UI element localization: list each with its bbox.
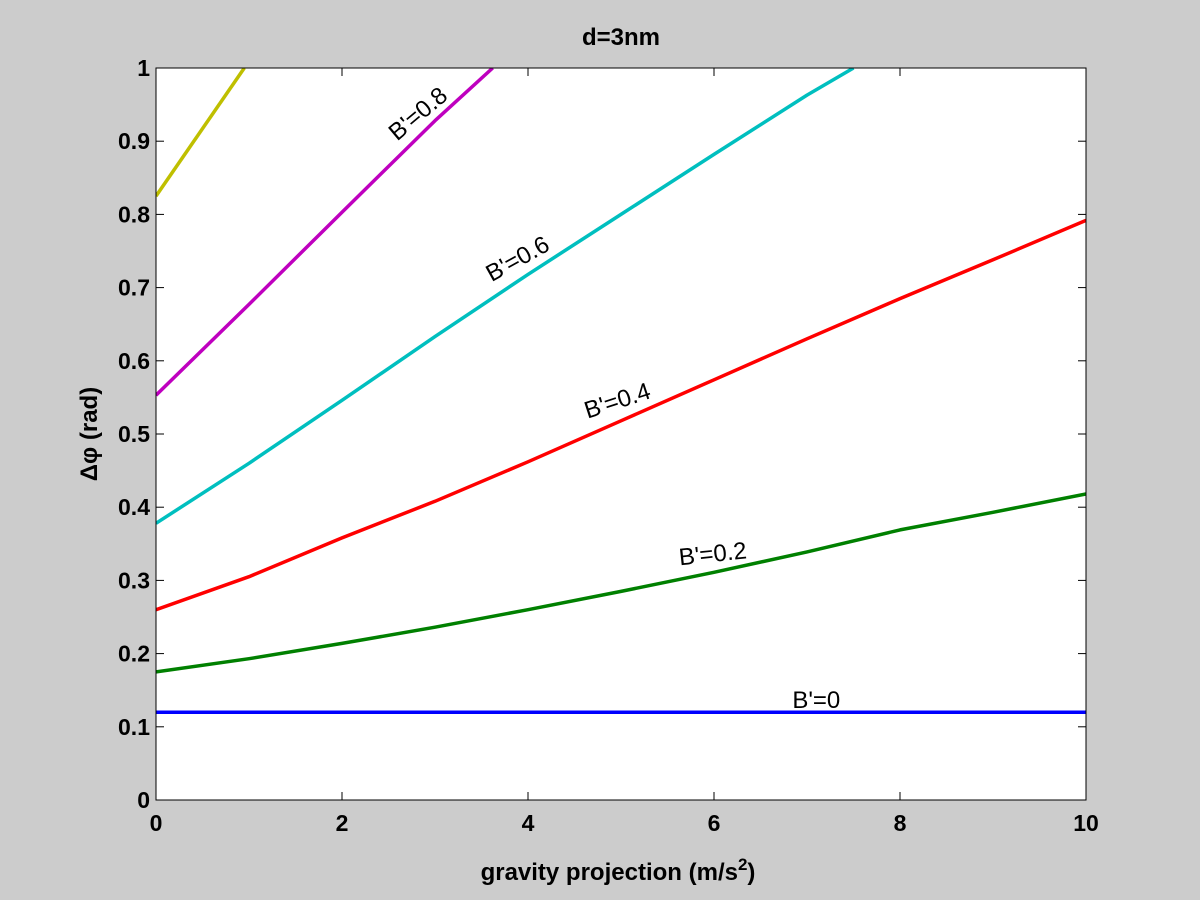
chart-title: d=3nm <box>582 24 660 51</box>
curve-label-0: B'=0 <box>792 687 840 714</box>
y-tick-label: 0.2 <box>118 641 150 667</box>
tick-labels: 0 2 4 6 8 10 0 0.1 0.2 0.3 0.4 0.5 0.6 0.7 0.8 0.9 1 <box>118 55 1099 836</box>
y-tick-label: 0.8 <box>118 201 150 227</box>
x-tick-label: 2 <box>336 810 349 836</box>
x-axis-label: gravity projection (m/s2) <box>481 855 756 886</box>
y-axis-label: Δφ (rad) <box>76 387 103 481</box>
x-axis-label-text: gravity projection (m/s <box>481 859 738 886</box>
x-tick-label: 6 <box>708 810 721 836</box>
y-tick-label: 0 <box>137 787 150 813</box>
y-tick-label: 0.5 <box>118 421 150 447</box>
curves <box>156 68 1086 714</box>
y-tick-label: 1 <box>137 55 150 81</box>
x-tick-label: 8 <box>894 810 907 836</box>
plot-frame <box>155 67 1087 801</box>
series-line-3 <box>156 68 855 525</box>
y-tick-label: 0.6 <box>118 348 150 374</box>
y-tick-label: 0.9 <box>118 128 150 154</box>
y-tick-label: 0.7 <box>118 275 150 301</box>
x-axis-label-sup: 2 <box>738 855 747 874</box>
y-tick-label: 0.1 <box>118 714 150 740</box>
series-line-4 <box>156 68 494 397</box>
x-tick-label: 0 <box>150 810 163 836</box>
series-line-5 <box>156 68 246 198</box>
plot-area <box>156 68 1086 800</box>
x-axis-label-end: ) <box>747 859 755 886</box>
series-line-2 <box>156 218 1086 612</box>
series-line-1 <box>156 492 1086 674</box>
y-tick-label: 0.4 <box>118 494 150 520</box>
x-tick-label: 10 <box>1073 810 1099 836</box>
x-tick-label: 4 <box>522 810 535 836</box>
y-tick-label: 0.3 <box>118 567 150 593</box>
